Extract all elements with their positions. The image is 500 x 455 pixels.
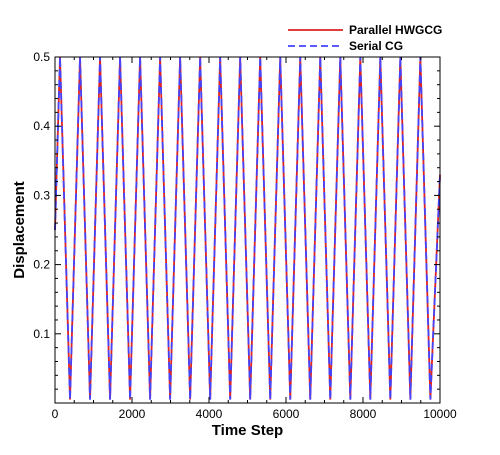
series-line-serial-cg (54, 56, 441, 400)
y-tick-label: 0.4 (33, 119, 50, 133)
y-tick-label: 0.2 (33, 258, 50, 272)
y-tick-label: 0.1 (33, 327, 50, 341)
x-tick-label: 10000 (423, 407, 457, 421)
y-tick-label: 0.3 (33, 188, 50, 202)
x-tick-label: 8000 (350, 407, 377, 421)
x-tick-label: 0 (52, 407, 59, 421)
y-axis: 0.1 0.2 0.3 0.4 0.5 (33, 50, 440, 390)
x-tick-label: 6000 (273, 407, 300, 421)
legend: Parallel HWGCG Serial CG (288, 23, 442, 53)
series-layer (54, 56, 441, 400)
y-tick-label: 0.5 (33, 50, 50, 64)
x-tick-label: 4000 (196, 407, 223, 421)
legend-label-serial-cg: Serial CG (349, 39, 403, 53)
x-tick-label: 2000 (119, 407, 146, 421)
x-axis-title: Time Step (212, 422, 283, 439)
legend-label-parallel-hwgcg: Parallel HWGCG (349, 23, 442, 37)
x-axis: 0 2000 4000 6000 8000 10000 (52, 57, 457, 421)
y-axis-title: Displacement (11, 181, 28, 279)
